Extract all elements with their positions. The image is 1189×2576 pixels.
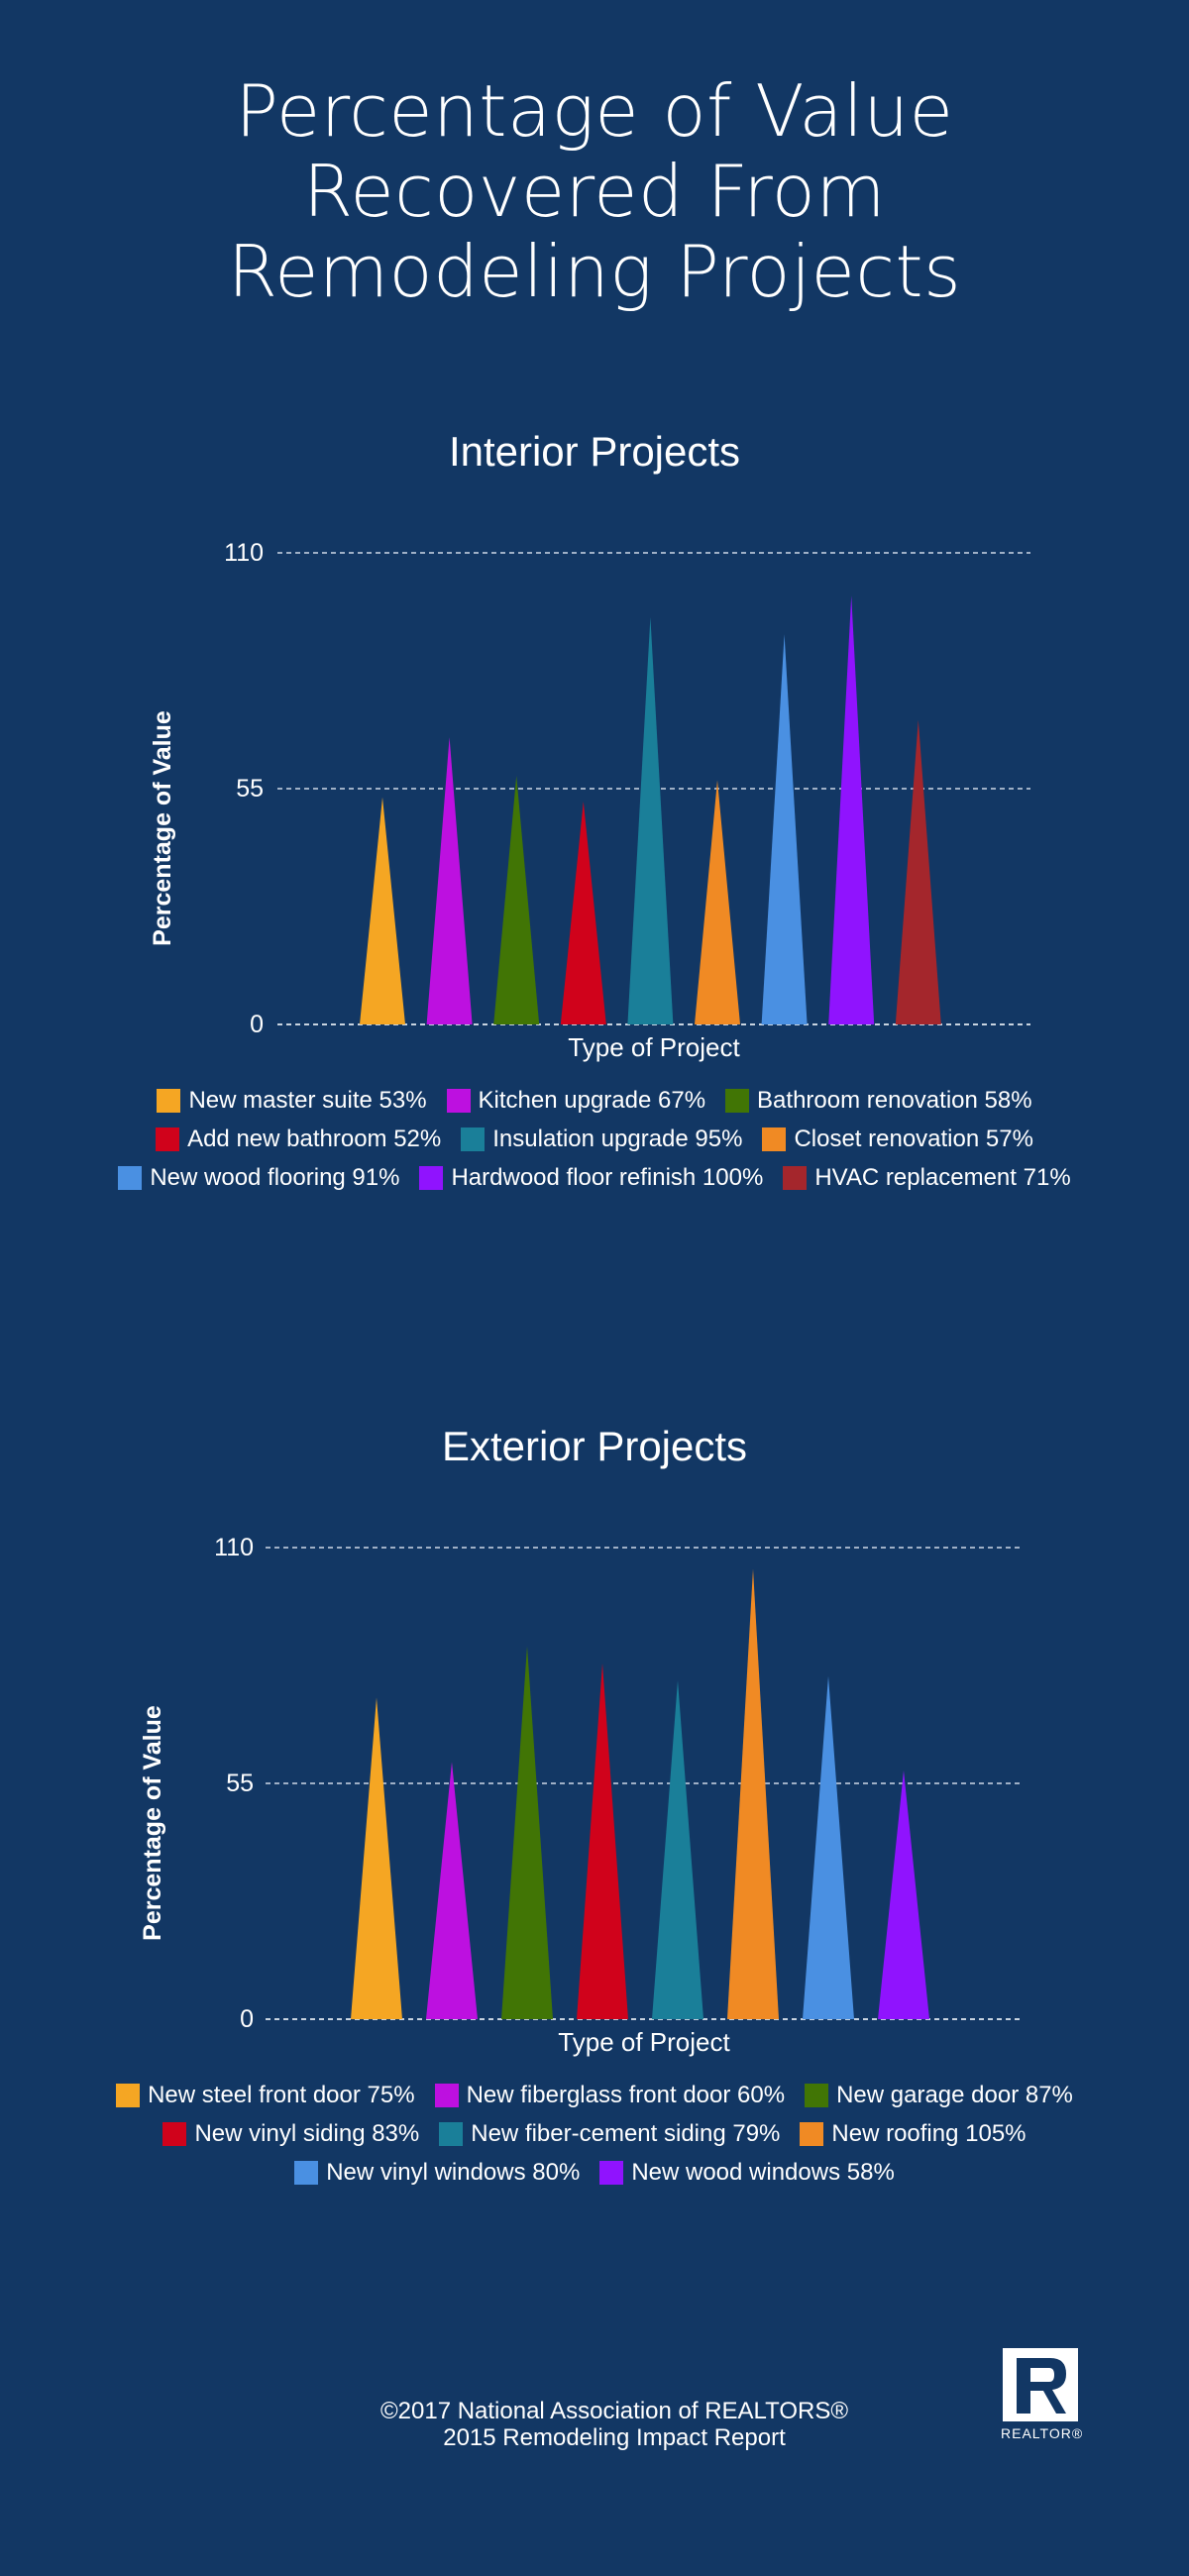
bar: [895, 719, 941, 1024]
legend-label: New vinyl windows 80%: [326, 2159, 581, 2186]
legend-label: HVAC replacement 71%: [814, 1164, 1071, 1191]
bar: [727, 1568, 779, 2019]
legend-swatch: [162, 2121, 187, 2146]
bar: [351, 1697, 402, 2019]
legend-swatch: [294, 2160, 319, 2185]
legend-swatch: [805, 2083, 829, 2107]
legend-swatch: [446, 1088, 471, 1113]
legend-label: Add new bathroom 52%: [187, 1126, 442, 1152]
legend-swatch: [419, 1165, 444, 1190]
legend-item: New garage door 87%: [805, 2082, 1073, 2108]
legend-label: Hardwood floor refinish 100%: [451, 1164, 764, 1191]
copyright-text: ©2017 National Association of REALTORS®: [379, 2398, 849, 2424]
legend-swatch: [762, 1127, 787, 1151]
y-tick-label: 55: [226, 1770, 254, 1797]
legend-label: New vinyl siding 83%: [194, 2120, 420, 2147]
footer: ©2017 National Association of REALTORS® …: [297, 2398, 931, 2451]
bar: [878, 1771, 929, 2019]
page-title-line: Percentage of Value: [235, 69, 954, 153]
legend-item: HVAC replacement 71%: [783, 1164, 1071, 1191]
bar: [560, 801, 606, 1024]
bar: [360, 797, 405, 1024]
legend-item: Insulation upgrade 95%: [461, 1126, 742, 1152]
legend-item: New steel front door 75%: [116, 2082, 415, 2108]
y-tick-label: 110: [224, 539, 264, 567]
legend-item: Kitchen upgrade 67%: [446, 1087, 706, 1114]
y-tick-label: 110: [214, 1534, 254, 1561]
legend-item: New vinyl siding 83%: [162, 2120, 419, 2147]
legend-label: Closet renovation 57%: [794, 1126, 1033, 1152]
legend-swatch: [439, 2121, 464, 2146]
realtor-logo: REALTOR®: [1001, 2346, 1084, 2443]
realtor-r-icon: [1003, 2348, 1078, 2421]
page-title: Percentage of Value Recovered From Remod…: [99, 71, 1090, 312]
realtor-logo-word: REALTOR®: [1001, 2425, 1084, 2441]
legend-item: New wood flooring 91%: [118, 1164, 399, 1191]
legend-label: New wood flooring 91%: [150, 1164, 400, 1191]
y-tick-label: 0: [250, 1011, 264, 1038]
legend-swatch: [800, 2121, 824, 2146]
bar: [761, 634, 808, 1024]
legend-label: New master suite 53%: [188, 1087, 427, 1114]
bar: [426, 737, 473, 1024]
legend-item: New fiber-cement siding 79%: [439, 2120, 780, 2147]
x-axis-label: Type of Project: [568, 1032, 740, 1062]
bar: [695, 780, 740, 1024]
interior-chart: 0 55 110 Type of Project Percentage of Value: [149, 539, 1030, 1062]
legend-swatch: [434, 2083, 459, 2107]
legend-item: New fiberglass front door 60%: [434, 2082, 786, 2108]
legend-label: New steel front door 75%: [148, 2082, 415, 2108]
legend-label: New fiberglass front door 60%: [466, 2082, 786, 2108]
interior-chart-title: Interior Projects: [448, 428, 741, 475]
legend-label: New fiber-cement siding 79%: [471, 2120, 781, 2147]
bar: [501, 1646, 553, 2019]
exterior-chart-title: Exterior Projects: [441, 1423, 748, 1469]
bar: [803, 1675, 854, 2019]
legend-item: New vinyl windows 80%: [294, 2159, 580, 2186]
legend-item: Bathroom renovation 58%: [725, 1087, 1032, 1114]
legend-swatch: [157, 1088, 181, 1113]
legend-item: New roofing 105%: [800, 2120, 1027, 2147]
legend-label: New roofing 105%: [831, 2120, 1027, 2147]
interior-legend: New master suite 53% Kitchen upgrade 67% B…: [99, 1087, 1090, 1191]
bar: [426, 1762, 478, 2019]
legend-swatch: [118, 1165, 143, 1190]
legend-label: Bathroom renovation 58%: [757, 1087, 1032, 1114]
exterior-legend: New steel front door 75% New fiberglass f…: [99, 2082, 1090, 2186]
legend-label: New wood windows 58%: [631, 2159, 895, 2186]
legend-label: Insulation upgrade 95%: [492, 1126, 743, 1152]
legend-swatch: [783, 1165, 808, 1190]
bar: [627, 616, 674, 1024]
bar: [828, 595, 875, 1024]
legend-swatch: [725, 1088, 750, 1113]
legend-item: Closet renovation 57%: [762, 1126, 1033, 1152]
legend-item: Hardwood floor refinish 100%: [419, 1164, 763, 1191]
legend-item: Add new bathroom 52%: [156, 1126, 441, 1152]
legend-swatch: [599, 2160, 624, 2185]
bar: [652, 1680, 703, 2019]
legend-item: New master suite 53%: [157, 1087, 427, 1114]
y-tick-label: 55: [236, 775, 264, 803]
page-title-line: Recovered From: [303, 150, 886, 233]
legend-item: New wood windows 58%: [599, 2159, 895, 2186]
page-title-line: Remodeling Projects: [227, 230, 962, 313]
y-axis-label: Percentage of Value: [149, 710, 176, 946]
bar: [577, 1663, 628, 2019]
y-axis-label: Percentage of Value: [139, 1705, 166, 1941]
bar: [493, 776, 540, 1024]
legend-swatch: [156, 1127, 180, 1151]
y-tick-label: 0: [240, 2005, 254, 2033]
legend-label: Kitchen upgrade 67%: [478, 1087, 706, 1114]
legend-swatch: [116, 2083, 141, 2107]
exterior-chart: 0 55 110 Type of Project Percentage of Value: [139, 1534, 1023, 2057]
legend-label: New garage door 87%: [836, 2082, 1073, 2108]
legend-swatch: [461, 1127, 486, 1151]
x-axis-label: Type of Project: [558, 2027, 730, 2057]
report-name: 2015 Remodeling Impact Report: [443, 2424, 786, 2451]
